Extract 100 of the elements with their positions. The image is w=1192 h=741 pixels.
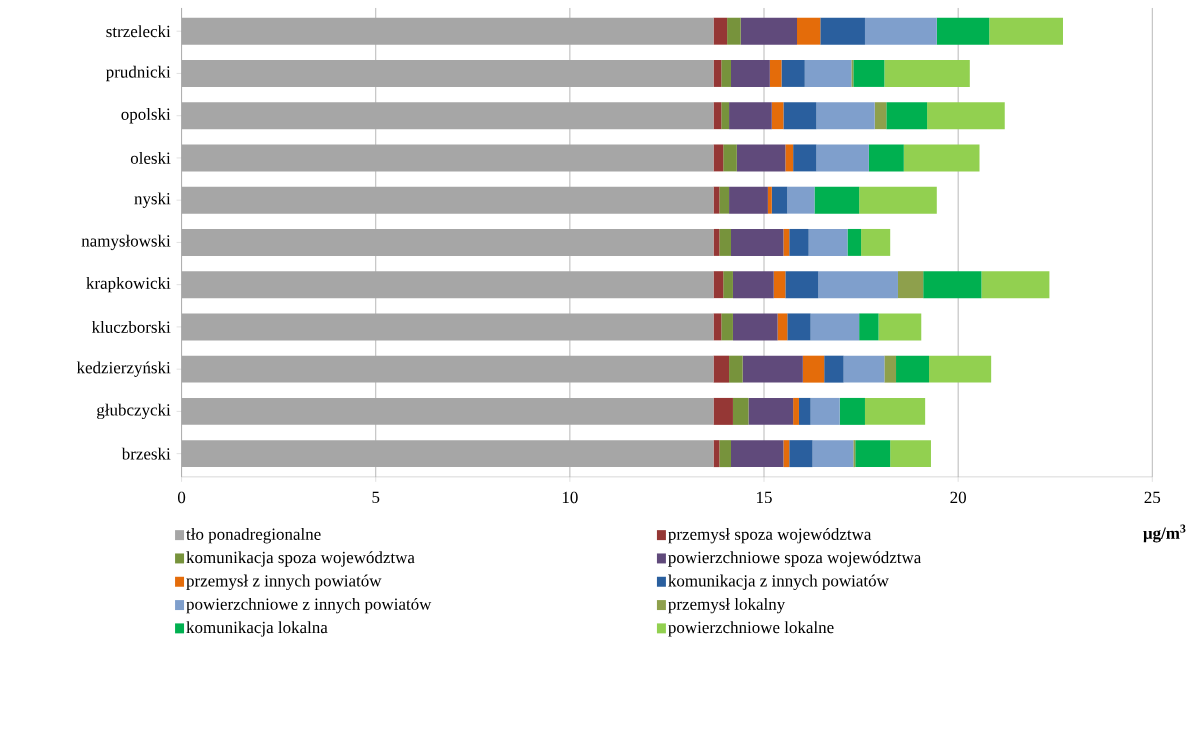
bar <box>808 228 848 256</box>
bar <box>793 397 799 425</box>
bar <box>713 397 733 425</box>
bar <box>810 313 860 341</box>
bar <box>723 271 733 299</box>
bar <box>181 355 714 383</box>
bar <box>748 397 794 425</box>
bar <box>785 271 819 299</box>
bar <box>884 355 897 383</box>
bar <box>787 313 811 341</box>
bar <box>824 355 844 383</box>
y-tick-label: kedzierzyński <box>76 361 171 377</box>
bar <box>729 102 772 130</box>
bar <box>181 271 714 299</box>
legend-label: powierzchniowe z innych powiatów <box>186 597 432 614</box>
y-tick-label: krapkowicki <box>86 276 171 293</box>
bar <box>731 228 784 256</box>
y-tick-label: opolski <box>121 107 171 124</box>
bar <box>859 186 937 214</box>
bar <box>847 228 862 256</box>
x-tick-label: 10 <box>562 491 578 504</box>
bar <box>713 59 722 87</box>
bar <box>777 313 788 341</box>
bar <box>729 186 768 214</box>
bar <box>890 440 931 467</box>
bar <box>181 440 714 467</box>
legend-label: komunikacja lokalna <box>186 621 328 637</box>
bar <box>181 59 714 87</box>
x-tick-label: 15 <box>757 491 772 503</box>
bar <box>767 186 772 214</box>
bar <box>839 397 865 425</box>
bar <box>814 186 860 214</box>
bar <box>989 17 1063 45</box>
bar <box>855 440 891 467</box>
legend-label: przemysł lokalny <box>668 597 786 614</box>
bar <box>181 144 714 172</box>
bar <box>789 228 809 256</box>
bar <box>789 440 813 467</box>
bar <box>820 17 865 45</box>
bar <box>783 228 790 256</box>
bar <box>721 59 732 87</box>
bar <box>868 144 904 172</box>
bar <box>903 144 980 172</box>
bar <box>719 440 732 467</box>
legend-label: powierzchniowe spoza województwa <box>668 551 922 567</box>
bar <box>783 102 817 130</box>
bar <box>859 313 879 341</box>
bar <box>731 59 770 87</box>
bar <box>787 186 815 214</box>
bar <box>798 397 811 425</box>
bar <box>771 186 788 214</box>
bar <box>181 313 714 341</box>
bar <box>812 440 854 467</box>
bar <box>816 102 875 130</box>
bar <box>936 17 990 45</box>
y-tick-label: strzelecki <box>106 25 171 38</box>
bar <box>802 355 825 383</box>
bar <box>843 355 885 383</box>
bar <box>719 228 732 256</box>
y-tick-label: oleski <box>130 151 171 164</box>
bar <box>736 144 786 172</box>
bar <box>740 17 798 45</box>
bar <box>923 271 982 299</box>
bar <box>181 228 714 256</box>
x-tick-label: 25 <box>1144 491 1161 503</box>
bar <box>721 102 730 130</box>
legend-label: przemysł spoza województwa <box>668 527 872 544</box>
y-tick-label: kluczborski <box>91 320 171 333</box>
bar <box>181 102 714 130</box>
bar <box>785 144 794 172</box>
y-tick-label: brzeski <box>121 447 171 460</box>
bar <box>732 313 778 341</box>
bar <box>769 59 782 87</box>
x-tick-label: 5 <box>372 491 380 503</box>
legend-label: powierzchniowe lokalne <box>668 621 834 637</box>
bar <box>713 144 724 172</box>
bar <box>896 355 930 383</box>
bar <box>719 186 730 214</box>
bar <box>732 397 749 425</box>
bar <box>793 144 817 172</box>
y-tick-label: nyski <box>134 192 171 208</box>
bar <box>181 186 714 214</box>
bar <box>797 17 821 45</box>
y-tick-label: prudnicki <box>106 65 171 82</box>
y-tick-label: głubczycki <box>97 403 171 419</box>
bar <box>732 271 774 299</box>
bar <box>929 355 992 383</box>
bar <box>713 271 724 299</box>
bar <box>804 59 852 87</box>
bar <box>181 397 714 425</box>
bar <box>723 144 737 172</box>
text: μg/m$^{3}$ <box>1143 524 1186 543</box>
bar <box>884 59 970 87</box>
legend-label: tło ponadregionalne <box>186 527 321 544</box>
bar <box>864 17 937 45</box>
bar <box>874 102 887 130</box>
bar <box>853 59 885 87</box>
bar <box>773 271 786 299</box>
bar <box>771 102 784 130</box>
legend-label: komunikacja spoza województwa <box>186 551 415 567</box>
